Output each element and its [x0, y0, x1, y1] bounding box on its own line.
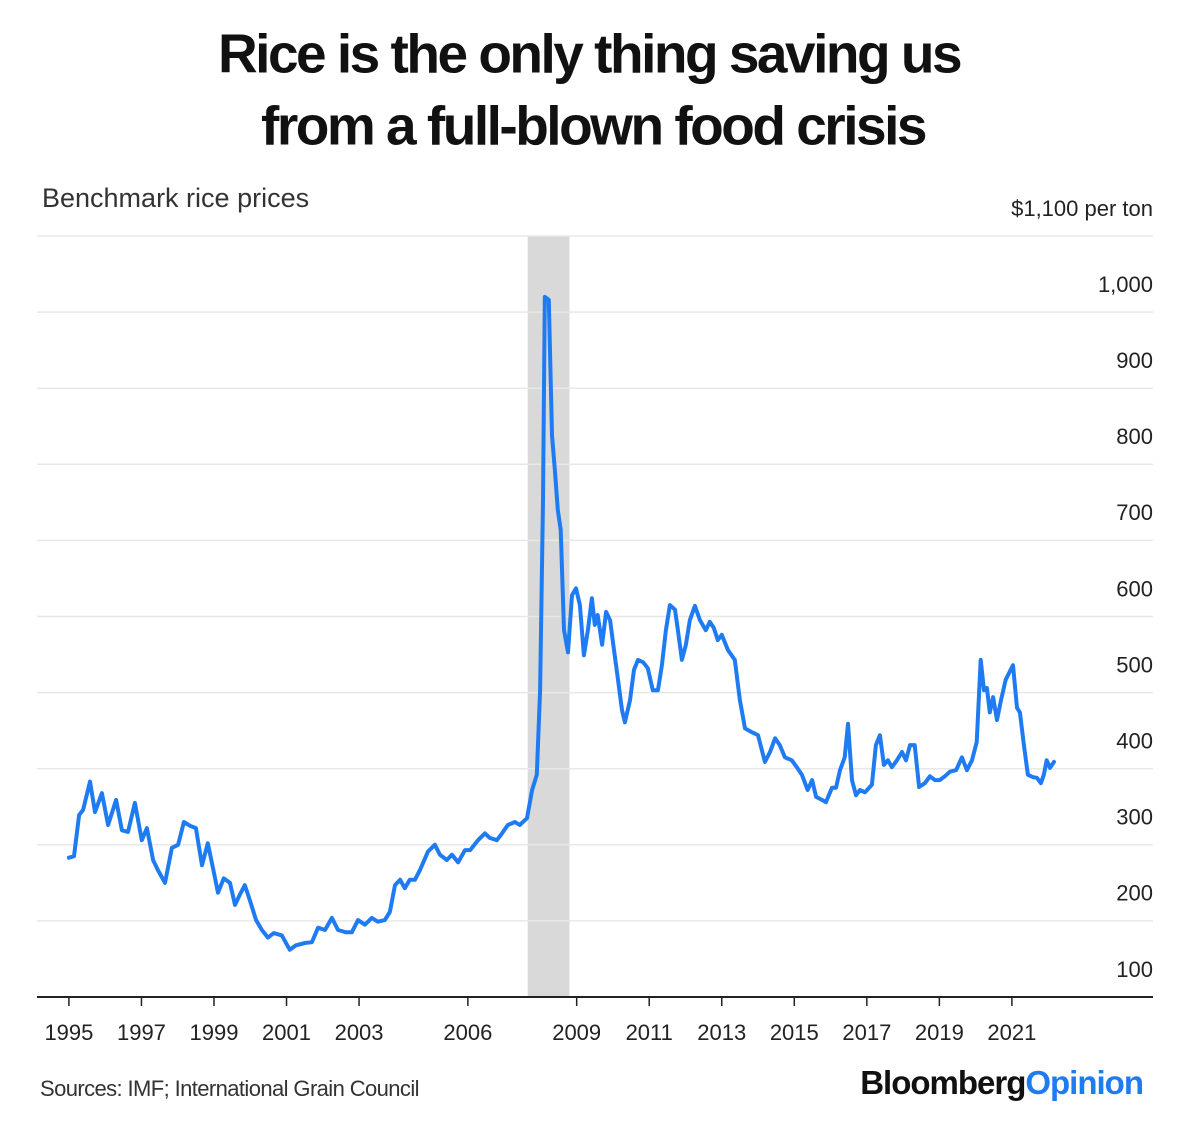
y-tick-label: 1,000	[1098, 272, 1153, 297]
y-tick-label: 200	[1116, 881, 1153, 906]
chart-subtitle: Benchmark rice prices	[42, 183, 309, 213]
brand-section: Opinion	[1025, 1064, 1143, 1101]
chart-title: from a full-blown food crisis	[261, 95, 926, 157]
x-tick-label: 1995	[44, 1020, 93, 1045]
x-tick-label: 2019	[915, 1020, 964, 1045]
x-tick-label: 2006	[443, 1020, 492, 1045]
brand-logo: BloombergOpinion	[860, 1064, 1143, 1101]
x-tick-label: 1997	[117, 1020, 166, 1045]
chart-title: Rice is the only thing saving us	[218, 23, 961, 85]
y-tick-label: 600	[1116, 576, 1153, 601]
y-tick-label: 300	[1116, 805, 1153, 830]
y-tick-label: 800	[1116, 424, 1153, 449]
source-note: Sources: IMF; International Grain Counci…	[40, 1076, 419, 1101]
x-tick-label: 2003	[335, 1020, 384, 1045]
x-tick-label: 2021	[987, 1020, 1036, 1045]
y-tick-label: 100	[1116, 957, 1153, 982]
y-tick-label: $1,100 per ton	[1011, 196, 1153, 221]
price-line	[66, 294, 1056, 952]
y-tick-label: 900	[1116, 348, 1153, 373]
x-tick-label: 2001	[262, 1020, 311, 1045]
x-tick-label: 2011	[626, 1020, 673, 1045]
x-tick-label: 2017	[842, 1020, 891, 1045]
y-tick-label: 700	[1116, 500, 1153, 525]
x-tick-label: 2013	[697, 1020, 746, 1045]
y-tick-label: 400	[1116, 729, 1153, 754]
x-tick-label: 1999	[190, 1020, 239, 1045]
brand-name: Bloomberg	[860, 1064, 1025, 1101]
x-tick-label: 2009	[552, 1020, 601, 1045]
x-tick-label: 2015	[770, 1020, 819, 1045]
y-tick-label: 500	[1116, 652, 1153, 677]
